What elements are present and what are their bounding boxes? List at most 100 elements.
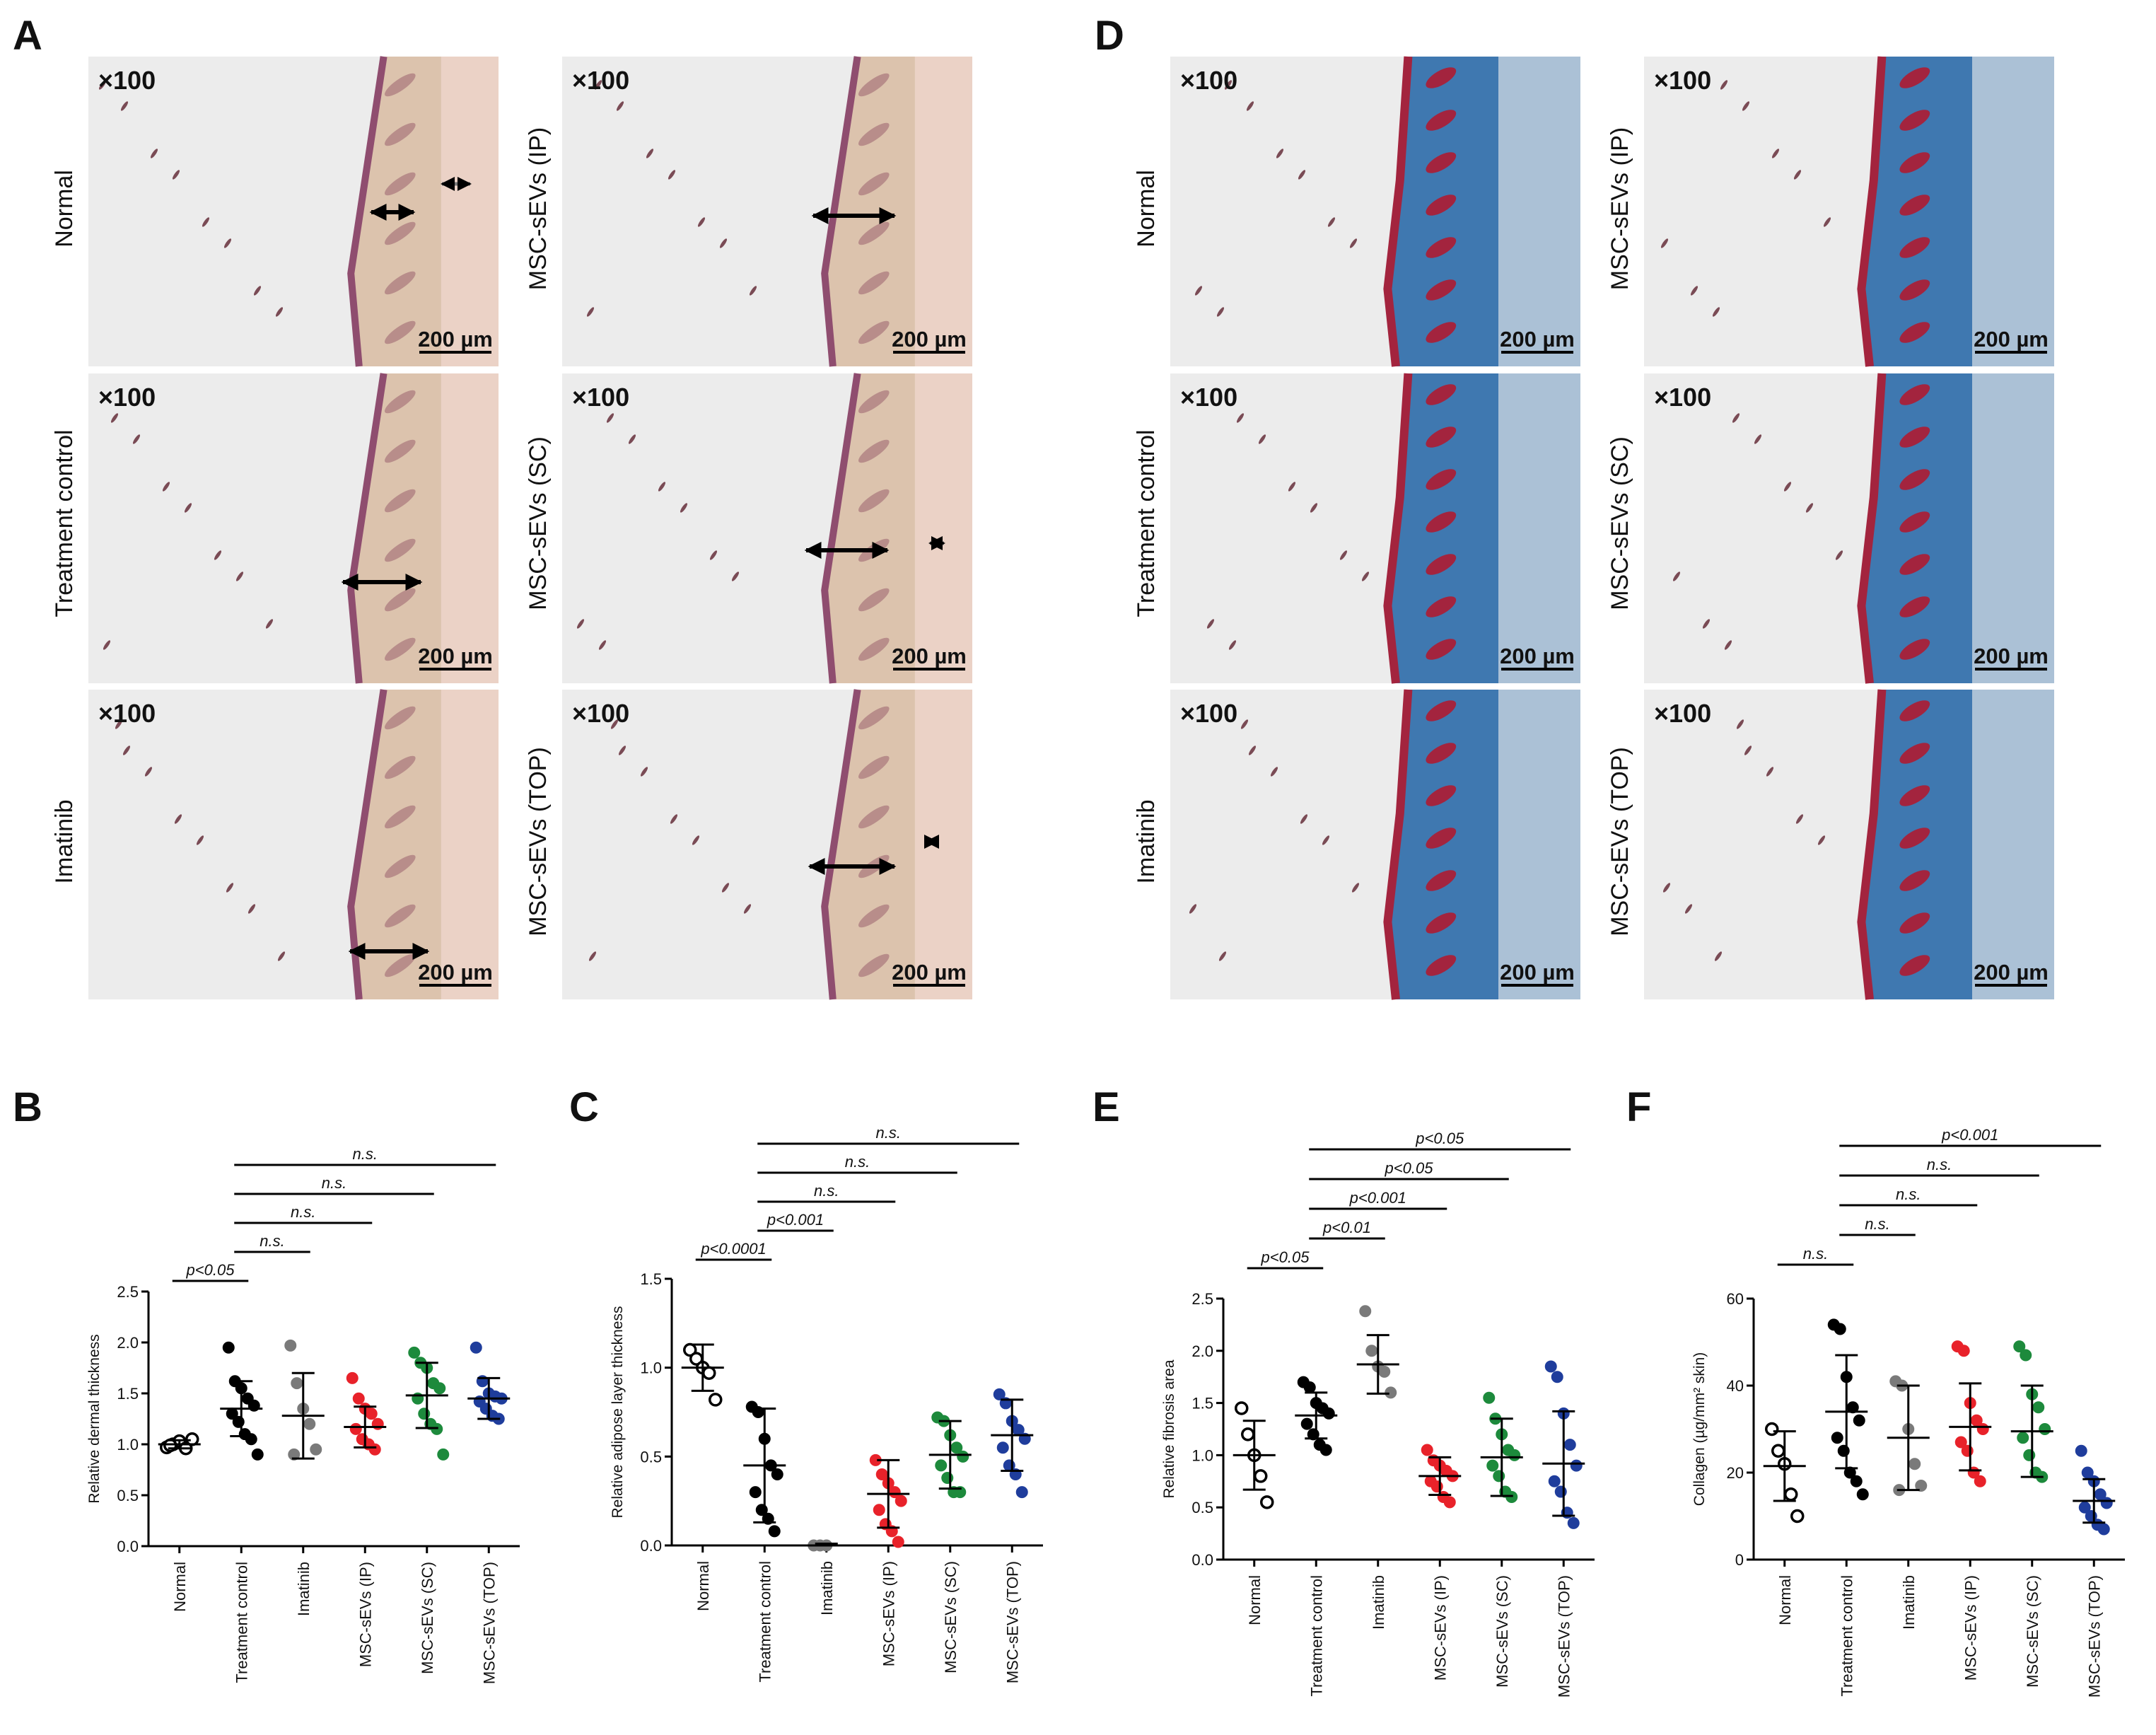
cell-speck — [174, 814, 182, 824]
cell-speck — [719, 238, 728, 248]
y-tick-label: 0.5 — [640, 1448, 662, 1466]
data-point — [418, 1408, 431, 1420]
mt-dermis-outer — [1498, 373, 1580, 683]
data-point — [1486, 1459, 1499, 1472]
cell-speck — [692, 835, 700, 845]
he-follicle — [385, 904, 416, 928]
data-point — [702, 1366, 716, 1380]
cell-speck — [1805, 503, 1814, 513]
data-point — [1548, 1475, 1561, 1487]
cell-speck — [1339, 550, 1348, 560]
he-follicle — [385, 637, 416, 661]
data-point — [1443, 1496, 1456, 1509]
cell-speck — [98, 80, 107, 90]
scale-bar-label: 200 µm — [1500, 327, 1575, 352]
mt-follicle — [1899, 912, 1930, 934]
cell-speck — [731, 571, 740, 581]
cell-speck — [275, 307, 284, 317]
mt-follicle — [1426, 785, 1457, 806]
significance-label: n.s. — [1803, 1245, 1828, 1263]
significance-label: n.s. — [814, 1182, 839, 1200]
cell-speck — [658, 482, 666, 492]
mt-follicle — [1899, 828, 1930, 849]
mt-dermis-outer — [1498, 690, 1580, 999]
magnification-label: ×100 — [1180, 66, 1237, 95]
data-point — [284, 1339, 297, 1352]
y-tick-label: 20 — [1727, 1464, 1744, 1482]
mt-row-label-top: MSC-sEVs (TOP) — [1607, 747, 1633, 936]
cell-speck — [1218, 951, 1227, 961]
data-point — [1909, 1458, 1921, 1470]
mt-follicle — [1899, 639, 1930, 660]
x-tick-label: MSC-sEVs (TOP) — [2085, 1575, 2103, 1698]
data-point — [1567, 1516, 1580, 1529]
cell-speck — [1216, 307, 1225, 317]
data-point — [1241, 1427, 1255, 1441]
data-point — [1551, 1371, 1563, 1383]
y-tick-label: 0.0 — [117, 1538, 139, 1555]
cell-speck — [1783, 482, 1792, 492]
cell-speck — [1349, 238, 1358, 248]
significance-label: p<0.0001 — [700, 1240, 766, 1258]
y-tick-label: 1.0 — [1191, 1446, 1213, 1464]
significance-label: n.s. — [845, 1153, 870, 1171]
data-point — [352, 1392, 365, 1405]
significance-label: p<0.05 — [186, 1261, 235, 1279]
data-point — [2097, 1523, 2110, 1536]
cell-speck — [1817, 835, 1826, 845]
mt-follicle — [1426, 743, 1457, 764]
he-follicle — [858, 489, 890, 513]
data-point — [709, 1393, 723, 1407]
data-point — [1544, 1360, 1557, 1373]
cell-speck — [1835, 550, 1843, 560]
y-axis-label: Relative fibrosis area — [1161, 1359, 1177, 1498]
data-point — [1254, 1469, 1268, 1483]
he-adipose — [914, 373, 972, 683]
data-point — [2023, 1449, 2036, 1461]
he-follicle — [385, 73, 416, 97]
mt-dermis-outer — [1498, 57, 1580, 366]
mt-epidermis — [1383, 56, 1413, 367]
data-point — [1563, 1439, 1576, 1451]
data-point — [996, 1441, 1009, 1454]
scale-bar-label: 200 µm — [892, 644, 967, 668]
data-point — [2075, 1444, 2087, 1457]
scale-bar-label: 200 µm — [892, 327, 967, 352]
data-point — [1790, 1509, 1805, 1524]
significance-label: n.s. — [1896, 1185, 1921, 1203]
scale-bar-label: 200 µm — [1974, 644, 2049, 668]
he-epidermis — [347, 56, 388, 367]
cell-speck — [1684, 904, 1693, 914]
panel-letter-f: F — [1626, 1084, 1651, 1130]
mt-follicle — [1426, 237, 1457, 258]
cell-speck — [1714, 951, 1723, 961]
mt-follicle — [1899, 195, 1930, 216]
he-row-label-ip: MSC-sEVs (IP) — [525, 127, 552, 290]
cell-speck — [226, 883, 234, 893]
scale-bar-label: 200 µm — [1500, 960, 1575, 985]
micrograph-he-1-0: ×100 200 µm — [88, 373, 499, 684]
mt-epidermis — [1857, 373, 1887, 684]
chart-panel-e: 0.0 0.5 1.0 1.5 2.0 2.5 Relative fibrosis area… — [1161, 1130, 1595, 1698]
cell-speck — [1732, 413, 1740, 423]
y-tick-label: 1.5 — [640, 1270, 662, 1288]
mt-follicle — [1426, 110, 1457, 131]
micrograph-mt-1-2: ×100 200 µm — [1170, 373, 1580, 684]
data-point — [1834, 1323, 1846, 1335]
he-follicle — [858, 706, 890, 730]
data-point — [437, 1448, 450, 1461]
mt-follicle — [1426, 384, 1457, 405]
x-tick-label: Imatinib — [1900, 1575, 1918, 1630]
y-tick-label: 1.0 — [117, 1436, 139, 1453]
x-tick-label: MSC-sEVs (IP) — [1962, 1575, 1979, 1681]
x-tick-label: Normal — [1776, 1575, 1794, 1625]
he-follicle — [385, 755, 416, 779]
cell-speck — [162, 482, 170, 492]
data-point — [1570, 1459, 1583, 1472]
he-adipose — [441, 373, 499, 683]
data-point — [957, 1450, 969, 1463]
cell-speck — [1724, 640, 1732, 650]
data-point — [1493, 1470, 1505, 1482]
he-adipose — [441, 57, 499, 366]
cell-speck — [144, 767, 153, 777]
